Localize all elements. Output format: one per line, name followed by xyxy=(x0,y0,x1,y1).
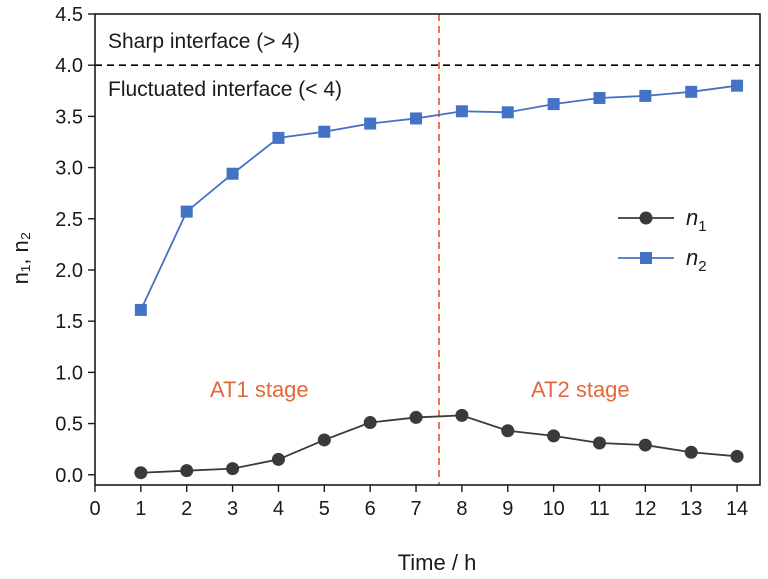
x-tick-label: 14 xyxy=(726,498,748,520)
y-axis-label: n₁, n₂ xyxy=(8,232,33,285)
data-point-n2 xyxy=(593,91,606,104)
x-tick-label: 13 xyxy=(680,498,702,520)
data-point-n2 xyxy=(180,205,193,218)
data-point-n1 xyxy=(271,452,285,466)
annotation-at1-stage: AT1 stage xyxy=(210,377,309,402)
data-point-n2 xyxy=(731,79,744,92)
y-tick-label: 1.5 xyxy=(55,311,83,333)
legend-marker-n2 xyxy=(640,252,652,264)
plot-area xyxy=(95,14,760,485)
data-point-n2 xyxy=(364,117,377,130)
y-tick-label: 3.5 xyxy=(55,106,83,128)
legend-label-n1: n1 xyxy=(686,205,707,235)
data-point-n2 xyxy=(639,89,652,102)
data-point-n2 xyxy=(134,303,147,316)
x-tick-label: 10 xyxy=(542,498,564,520)
x-tick-label: 8 xyxy=(456,498,467,520)
x-tick-label: 5 xyxy=(319,498,330,520)
axes: 0 1 2 3 4 5 6 7 8 9 10 11 12 13 140.00.51.01.52.02.53.… xyxy=(55,4,761,520)
legend-label-n2: n2 xyxy=(686,245,707,275)
legend-marker-n1 xyxy=(639,211,653,225)
x-tick-label: 2 xyxy=(181,498,192,520)
y-tick-label: 3.0 xyxy=(55,158,83,180)
data-point-n1 xyxy=(684,445,698,459)
x-tick-label: 11 xyxy=(589,498,610,520)
x-tick-label: 7 xyxy=(410,498,421,520)
data-point-n1 xyxy=(638,438,652,452)
x-axis-label: Time / h xyxy=(398,550,477,575)
y-tick-label: 2.5 xyxy=(55,209,83,231)
legend: n1 n2 xyxy=(618,205,707,275)
legend-subscript: 2 xyxy=(698,258,706,275)
data-point-n2 xyxy=(318,125,331,138)
y-tick-label: 2.0 xyxy=(55,260,83,282)
y-tick-label: 0.5 xyxy=(55,414,83,436)
data-point-n2 xyxy=(410,112,423,125)
data-point-n1 xyxy=(730,449,744,463)
data-point-n1 xyxy=(547,429,561,443)
series-line-n1 xyxy=(140,414,738,474)
data-point-n1 xyxy=(592,436,606,450)
data-point-n2 xyxy=(455,105,468,118)
y-tick-label: 4.0 xyxy=(55,55,83,77)
data-point-n1 xyxy=(409,410,423,424)
series-line-n2 xyxy=(140,84,738,311)
data-point-n1 xyxy=(455,408,469,422)
y-tick-label: 1.0 xyxy=(55,362,83,384)
data-point-n2 xyxy=(272,131,285,144)
y-tick-label: 0.0 xyxy=(55,465,83,487)
data-point-n2 xyxy=(501,106,514,119)
data-point-n2 xyxy=(226,167,239,180)
x-tick-label: 12 xyxy=(634,498,656,520)
data-point-n1 xyxy=(226,462,240,476)
x-tick-label: 9 xyxy=(502,498,513,520)
data-point-n1 xyxy=(363,416,377,430)
data-point-n1 xyxy=(134,466,148,480)
data-point-n1 xyxy=(180,464,194,478)
data-point-n2 xyxy=(685,85,698,98)
annotation-at2-stage: AT2 stage xyxy=(531,377,630,402)
x-tick-label: 6 xyxy=(365,498,376,520)
annotation-sharp-interface: Sharp interface (> 4) xyxy=(108,30,300,53)
annotation-fluctuated-interface: Fluctuated interface (< 4) xyxy=(108,78,342,101)
x-tick-label: 1 xyxy=(135,498,146,520)
data-point-n2 xyxy=(547,98,560,111)
legend-subscript: 1 xyxy=(698,218,706,235)
x-tick-label: 3 xyxy=(227,498,238,520)
data-point-n1 xyxy=(317,433,331,447)
plot-frame xyxy=(94,13,761,486)
data-point-n1 xyxy=(501,424,515,438)
y-tick-label: 4.5 xyxy=(55,4,83,26)
x-tick-label: 4 xyxy=(273,498,284,520)
x-tick-label: 0 xyxy=(89,498,100,520)
